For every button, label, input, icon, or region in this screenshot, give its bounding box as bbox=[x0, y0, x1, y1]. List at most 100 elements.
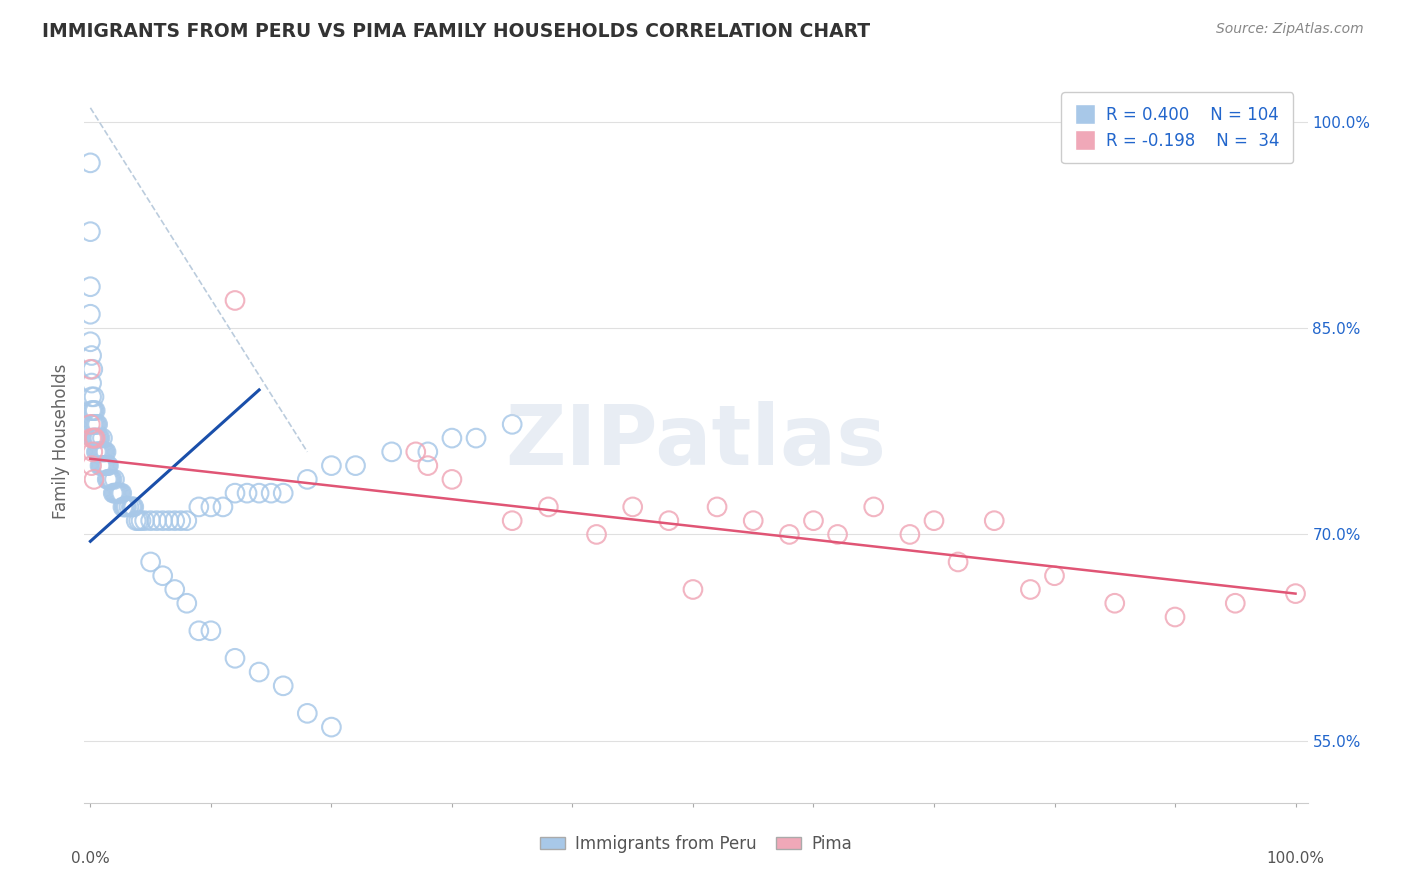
Point bbox=[87, 445, 110, 459]
Point bbox=[94, 445, 117, 459]
Point bbox=[91, 458, 114, 473]
Point bbox=[585, 527, 607, 541]
Y-axis label: Family Households: Family Households bbox=[52, 364, 70, 519]
Point bbox=[86, 417, 108, 432]
Point bbox=[537, 500, 560, 514]
Point bbox=[98, 472, 121, 486]
Point bbox=[79, 156, 101, 170]
Point bbox=[465, 431, 488, 445]
Point bbox=[658, 514, 681, 528]
Point bbox=[128, 514, 150, 528]
Point bbox=[84, 417, 107, 432]
Point bbox=[89, 458, 111, 473]
Point bbox=[1043, 568, 1066, 582]
Point bbox=[100, 472, 122, 486]
Point bbox=[83, 472, 105, 486]
Point bbox=[922, 514, 945, 528]
Point bbox=[96, 472, 118, 486]
Point bbox=[110, 486, 132, 500]
Point bbox=[163, 582, 186, 597]
Point bbox=[1225, 596, 1247, 610]
Point bbox=[405, 445, 427, 459]
Point bbox=[983, 514, 1005, 528]
Point bbox=[118, 500, 141, 514]
Point bbox=[803, 514, 825, 528]
Point bbox=[114, 500, 136, 514]
Point bbox=[83, 417, 105, 432]
Point bbox=[93, 458, 115, 473]
Point bbox=[742, 514, 765, 528]
Point bbox=[79, 334, 101, 349]
Point bbox=[79, 362, 101, 376]
Point bbox=[271, 679, 294, 693]
Point bbox=[212, 500, 235, 514]
Point bbox=[94, 445, 117, 459]
Point bbox=[115, 500, 138, 514]
Point bbox=[80, 390, 103, 404]
Point bbox=[84, 431, 107, 445]
Point bbox=[139, 555, 162, 569]
Point bbox=[416, 458, 439, 473]
Point bbox=[236, 486, 259, 500]
Point bbox=[247, 665, 270, 679]
Point bbox=[176, 514, 198, 528]
Point bbox=[1019, 582, 1042, 597]
Point bbox=[108, 486, 131, 500]
Point bbox=[79, 225, 101, 239]
Point bbox=[82, 403, 104, 417]
Point bbox=[163, 514, 186, 528]
Point bbox=[129, 514, 152, 528]
Point bbox=[97, 458, 120, 473]
Point bbox=[87, 431, 110, 445]
Point bbox=[297, 472, 319, 486]
Point bbox=[344, 458, 367, 473]
Point bbox=[86, 417, 108, 432]
Point bbox=[706, 500, 728, 514]
Point bbox=[134, 514, 156, 528]
Point bbox=[83, 403, 105, 417]
Point bbox=[440, 431, 463, 445]
Point bbox=[90, 458, 112, 473]
Point bbox=[104, 486, 127, 500]
Point bbox=[83, 431, 105, 445]
Point bbox=[139, 514, 162, 528]
Text: IMMIGRANTS FROM PERU VS PIMA FAMILY HOUSEHOLDS CORRELATION CHART: IMMIGRANTS FROM PERU VS PIMA FAMILY HOUS… bbox=[42, 22, 870, 41]
Point bbox=[90, 445, 112, 459]
Point bbox=[82, 445, 104, 459]
Point bbox=[83, 431, 105, 445]
Point bbox=[200, 624, 222, 638]
Point bbox=[440, 472, 463, 486]
Point bbox=[80, 431, 103, 445]
Point bbox=[86, 431, 108, 445]
Point bbox=[501, 417, 523, 432]
Point bbox=[83, 390, 105, 404]
Point bbox=[187, 624, 209, 638]
Point bbox=[111, 500, 134, 514]
Point bbox=[103, 486, 125, 500]
Point bbox=[112, 500, 135, 514]
Point bbox=[80, 403, 103, 417]
Point bbox=[621, 500, 644, 514]
Point bbox=[224, 293, 246, 308]
Point bbox=[84, 403, 107, 417]
Point bbox=[122, 500, 145, 514]
Point bbox=[224, 486, 246, 500]
Point bbox=[101, 472, 124, 486]
Point bbox=[89, 431, 111, 445]
Point bbox=[120, 500, 142, 514]
Point bbox=[89, 445, 111, 459]
Point bbox=[91, 445, 114, 459]
Point bbox=[107, 486, 129, 500]
Point bbox=[121, 500, 143, 514]
Point bbox=[247, 486, 270, 500]
Point bbox=[271, 486, 294, 500]
Text: 100.0%: 100.0% bbox=[1267, 851, 1324, 866]
Point bbox=[187, 500, 209, 514]
Text: 0.0%: 0.0% bbox=[72, 851, 110, 866]
Point bbox=[297, 706, 319, 721]
Point bbox=[1164, 610, 1187, 624]
Point bbox=[111, 486, 134, 500]
Point bbox=[416, 445, 439, 459]
Point bbox=[321, 720, 343, 734]
Point bbox=[152, 568, 174, 582]
